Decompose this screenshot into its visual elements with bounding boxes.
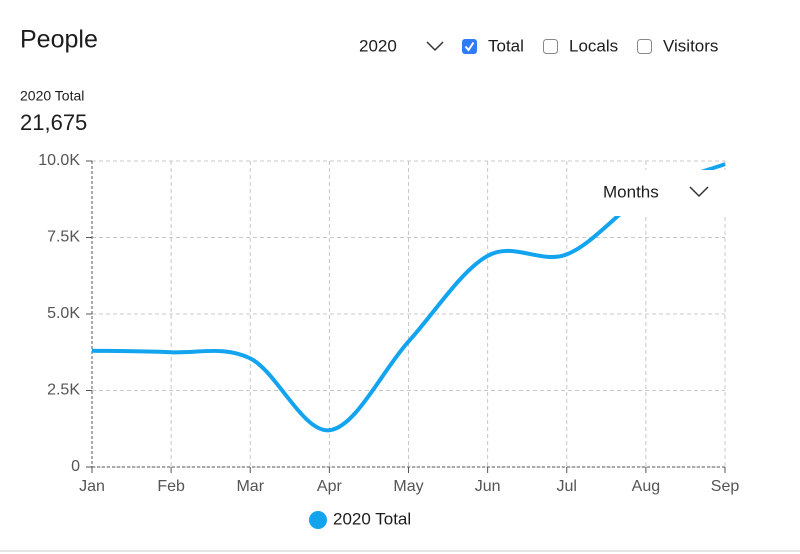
y-tick-label: 7.5K [47, 229, 80, 246]
chevron [689, 186, 709, 198]
legend-swatch [309, 511, 327, 529]
checkbox[interactable] [637, 39, 652, 54]
legend-item[interactable]: 2020 Total [309, 509, 411, 529]
toggle[interactable]: Locals [543, 36, 619, 55]
period-select[interactable]: Months [603, 182, 659, 201]
toggle-label: Total [488, 36, 524, 55]
toggle[interactable]: Visitors [637, 36, 719, 55]
year-select[interactable]: 2020 [359, 36, 397, 55]
x-tick-label: Jul [557, 478, 577, 495]
summary-value: 21,675 [20, 110, 87, 135]
period-dropdown[interactable]: Months [588, 170, 726, 216]
toggle-label: Locals [569, 36, 618, 55]
checkbox[interactable] [543, 39, 558, 54]
x-tick-label: Feb [157, 478, 185, 495]
x-tick-label: Apr [317, 478, 343, 495]
chevron [426, 41, 444, 52]
x-tick-label: Sep [711, 478, 740, 495]
x-tick-label: Jan [79, 478, 105, 495]
y-tick-label: 10.0K [38, 152, 80, 169]
x-tick-label: Aug [632, 478, 660, 495]
summary-label: 2020 Total [20, 88, 84, 104]
x-tick-label: Mar [236, 478, 264, 495]
x-tick-label: Jun [475, 478, 501, 495]
x-tick-label: May [393, 478, 423, 495]
year-dropdown[interactable]: 2020 [359, 36, 444, 55]
widget-title: People [20, 26, 98, 54]
checkbox[interactable] [462, 39, 477, 54]
toggle-label: Visitors [663, 36, 718, 55]
toggle[interactable]: Total [462, 36, 524, 55]
y-tick-label: 5.0K [47, 305, 80, 322]
y-tick-label: 2.5K [47, 382, 80, 399]
checkmark [464, 41, 475, 52]
legend-label: 2020 Total [333, 509, 411, 528]
y-tick-label: 0 [71, 458, 80, 475]
